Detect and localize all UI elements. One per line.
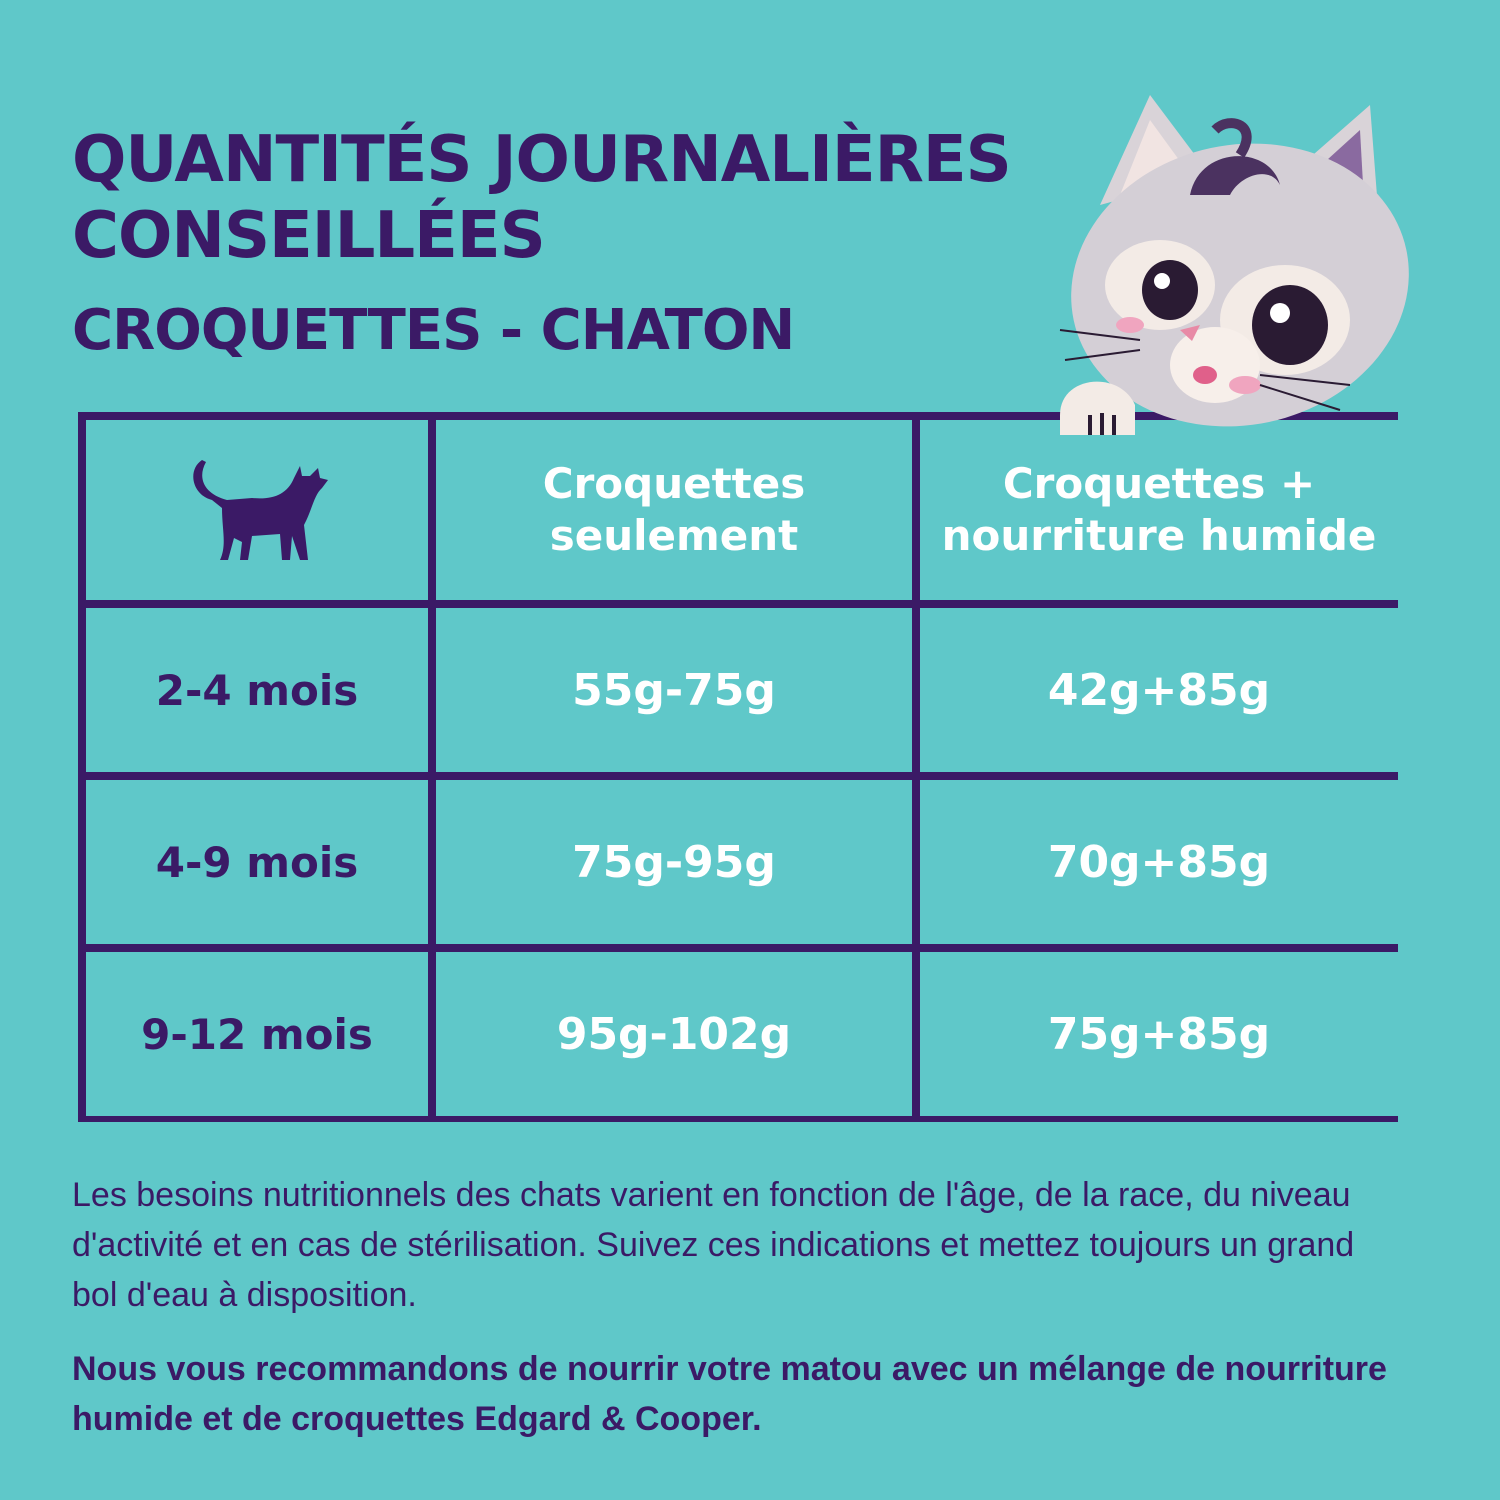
title: QUANTITÉS JOURNALIÈRES CONSEILLÉES: [72, 122, 1012, 274]
value-cell: 70g+85g: [920, 780, 1398, 944]
header-line: Croquettes: [542, 459, 806, 508]
value-cell: 42g+85g: [920, 608, 1398, 772]
header-cell: Croquettes seulement: [436, 420, 912, 600]
title-line: QUANTITÉS JOURNALIÈRES: [72, 123, 1012, 197]
header-cell: Croquettes + nourriture humide: [920, 420, 1398, 600]
value-cell: 75g-95g: [436, 780, 912, 944]
header-line: seulement: [549, 511, 799, 560]
value-cell: 55g-75g: [436, 608, 912, 772]
age-cell: 4-9 mois: [86, 780, 428, 944]
feeding-table: Croquettes seulement Croquettes + nourri…: [78, 412, 1398, 1122]
icon-cell: [86, 420, 428, 600]
note-paragraph: Les besoins nutritionnels des chats vari…: [72, 1176, 1355, 1314]
value-cell: 95g-102g: [436, 952, 912, 1116]
value-cell: 75g+85g: [920, 952, 1398, 1116]
age-cell: 9-12 mois: [86, 952, 428, 1116]
recommendation-paragraph: Nous vous recommandons de nourrir votre …: [72, 1350, 1387, 1438]
header-line: nourriture humide: [941, 511, 1377, 560]
title-line: CONSEILLÉES: [72, 199, 546, 273]
age-cell: 2-4 mois: [86, 608, 428, 772]
header-line: Croquettes +: [1002, 459, 1316, 508]
subtitle: CROQUETTES - CHATON: [72, 298, 795, 363]
cat-icon: [193, 460, 328, 560]
kitten-illustration: [1059, 95, 1409, 435]
